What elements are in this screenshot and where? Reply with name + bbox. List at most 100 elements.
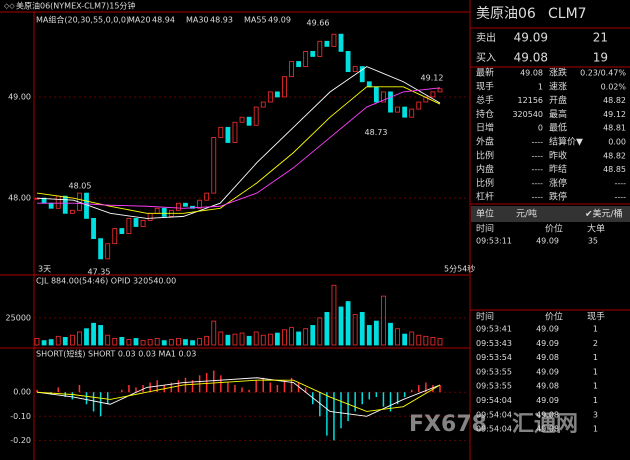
- candle: [381, 91, 386, 103]
- volume-bar: [77, 331, 82, 346]
- ma-value: 48.93: [210, 16, 233, 25]
- row-size: 35: [588, 237, 598, 246]
- volume-bar: [352, 314, 358, 346]
- candle: [140, 220, 146, 227]
- volume-bar: [289, 327, 294, 346]
- volume-bar: [402, 333, 408, 346]
- field-value: 48.81: [603, 124, 626, 133]
- price-annotation: 48.05: [69, 182, 92, 191]
- candle: [260, 101, 266, 108]
- table-header: 时间: [476, 223, 494, 235]
- field-label: 外盘: [476, 136, 494, 148]
- y-tick-label: 0.00: [13, 388, 31, 397]
- table-header: 时间: [476, 311, 494, 323]
- price-annotation: 48.73: [365, 128, 388, 137]
- candle: [338, 33, 344, 52]
- ma-label: MA组合(20,30,55,0,0,0): [36, 15, 129, 25]
- candle: [409, 108, 415, 118]
- field-label: 现手: [476, 80, 494, 92]
- unit-option[interactable]: 元/吨: [516, 208, 537, 220]
- book-size: 19: [593, 51, 608, 65]
- row-size: 1: [593, 353, 598, 362]
- candle: [296, 61, 301, 67]
- row-time: 09:54:04: [476, 410, 512, 419]
- field-value: ----: [531, 193, 543, 202]
- volume-bar: [197, 338, 203, 346]
- price-annotation: 47.35: [88, 267, 111, 276]
- volume-bar: [388, 322, 393, 346]
- candle: [62, 195, 68, 214]
- row-price: 49.09: [536, 339, 559, 348]
- volume-bar: [41, 340, 47, 346]
- macd-label: SHORT(短线) SHORT 0.03 0.03 MA1 0.03: [36, 349, 196, 359]
- volume-bar: [409, 331, 415, 346]
- volume-bar: [62, 336, 68, 346]
- quote-name: 美原油06: [476, 6, 536, 22]
- volume-bar: [416, 334, 422, 346]
- field-value: ----: [531, 165, 543, 174]
- row-price: 49.08: [536, 410, 559, 419]
- candle: [416, 101, 422, 110]
- volume-bar: [168, 339, 174, 346]
- table-header: 价位: [545, 311, 563, 323]
- candle: [395, 106, 400, 113]
- row-time: 09:53:43: [476, 339, 512, 348]
- candle: [133, 218, 139, 227]
- field-value: 48.82: [603, 151, 626, 160]
- field-value: 1: [538, 82, 543, 91]
- row-time: 09:54:04: [476, 396, 512, 405]
- volume-bar: [395, 328, 400, 346]
- volume-bar: [274, 332, 280, 346]
- y-tick-label: 25000: [6, 313, 31, 322]
- table-header: 大单: [587, 223, 605, 235]
- field-value: ----: [531, 151, 543, 160]
- field-label: 最新: [476, 67, 494, 79]
- volume-bar: [338, 306, 344, 346]
- field-value: 49.08: [520, 69, 543, 78]
- field-label: 昨结: [549, 163, 567, 175]
- unit-option[interactable]: ✔美元/桶: [585, 208, 623, 220]
- book-label: 卖出: [476, 31, 496, 44]
- volume-bar: [303, 328, 309, 346]
- row-price: 49.09: [536, 237, 559, 246]
- chart-title: 美原油06(NYMEX-CLM7)15分钟: [16, 1, 135, 11]
- volume-bar: [84, 328, 89, 346]
- book-price: 49.09: [514, 31, 548, 45]
- volume-bar: [246, 335, 252, 346]
- macd-line: [36, 379, 441, 412]
- volume-bar: [324, 312, 330, 346]
- volume-label: CJL 884.00(54:46) OPID 320540.00: [36, 277, 176, 286]
- field-label: 涨停: [549, 177, 567, 189]
- y-tick-label: -0.10: [10, 412, 31, 421]
- row-time: 09:54:04: [476, 425, 512, 434]
- volume-bar: [112, 338, 118, 346]
- field-label: 比例: [476, 177, 494, 189]
- candle: [204, 192, 210, 201]
- candle: [324, 40, 330, 47]
- volume-bar: [359, 312, 365, 346]
- volume-bar: [211, 320, 217, 346]
- field-label: 结算价▼: [549, 136, 583, 148]
- field-value: 0: [538, 124, 543, 133]
- field-value: 48.85: [603, 165, 626, 174]
- candle: [232, 121, 238, 143]
- volume-bar: [183, 339, 188, 346]
- field-value: 320540: [512, 110, 543, 119]
- candle: [373, 86, 379, 103]
- candle: [352, 66, 358, 73]
- y-tick-label: 48.00: [8, 194, 31, 203]
- candle: [211, 137, 217, 194]
- ma-line: [37, 87, 441, 209]
- field-label: 杠杆: [476, 191, 494, 203]
- volume-bar: [204, 335, 210, 346]
- candle: [388, 91, 393, 113]
- row-size: 1: [593, 367, 598, 376]
- candle: [112, 228, 118, 245]
- field-value: 0.00: [608, 138, 626, 147]
- volume-bar: [310, 325, 316, 346]
- field-value: 0.02%: [601, 82, 627, 91]
- candle: [48, 202, 54, 209]
- row-price: 49.09: [536, 367, 559, 376]
